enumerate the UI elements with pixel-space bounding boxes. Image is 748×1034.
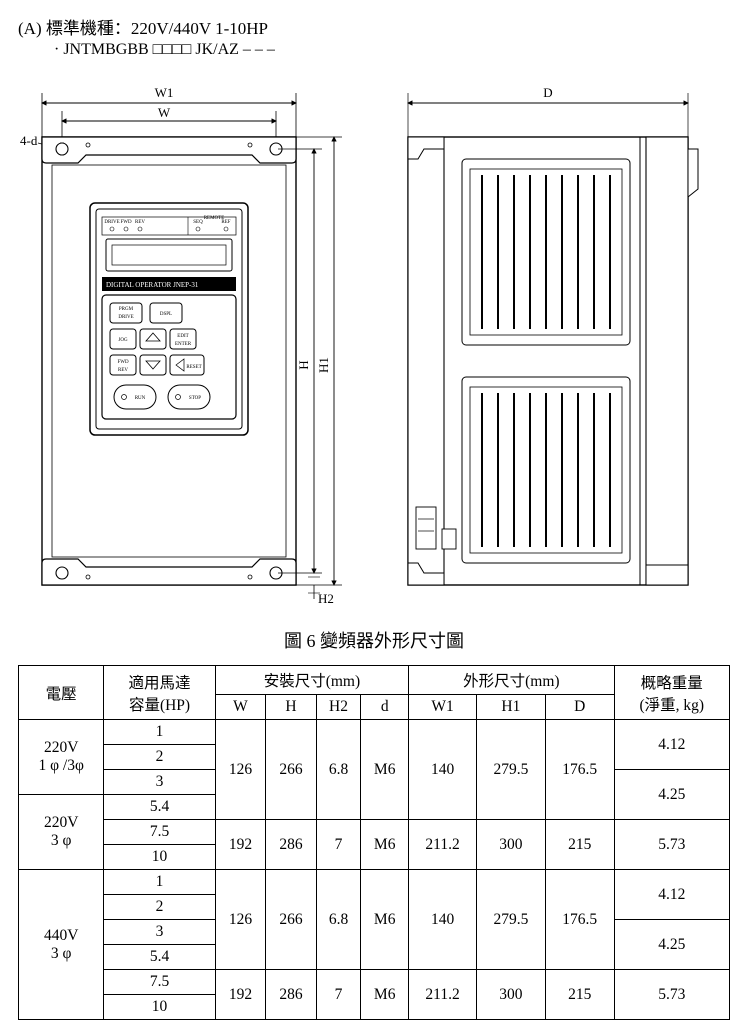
th-H: H (266, 695, 317, 720)
th-D: D (545, 695, 614, 720)
side-view-figure: D (388, 79, 708, 609)
svg-text:RUN: RUN (135, 396, 146, 401)
th-W1: W1 (409, 695, 477, 720)
th-d: d (361, 695, 409, 720)
svg-text:DRIVE: DRIVE (104, 220, 119, 225)
svg-text:ENTER: ENTER (175, 342, 192, 347)
table-row: 440V 3 φ 1 126 266 6.8 M6 140 279.5 176.… (19, 870, 730, 895)
th-H1: H1 (477, 695, 546, 720)
svg-text:STOP: STOP (189, 396, 201, 401)
th-outer-group: 外形尺寸(mm) (409, 666, 614, 695)
dim-H2-label: H2 (318, 591, 334, 606)
svg-text:RESET: RESET (186, 365, 201, 370)
svg-text:DRIVE: DRIVE (118, 315, 133, 320)
svg-text:DSPL: DSPL (160, 312, 172, 317)
dim-H1-label: H1 (316, 357, 331, 373)
th-H2: H2 (316, 695, 360, 720)
svg-text:JOG: JOG (118, 338, 128, 343)
svg-text:FWD: FWD (117, 360, 129, 365)
svg-text:REF: REF (221, 220, 230, 225)
svg-text:FWD: FWD (120, 220, 132, 225)
dim-W1-label: W1 (155, 85, 174, 100)
th-install-group: 安裝尺寸(mm) (215, 666, 408, 695)
panel-model-label: DIGITAL OPERATOR JNEP-31 (106, 281, 199, 289)
dim-D-label: D (543, 85, 552, 100)
th-voltage: 電壓 (19, 666, 104, 720)
svg-text:SEQ: SEQ (193, 220, 203, 225)
th-hp: 適用馬達 容量(HP) (104, 666, 215, 720)
front-view-figure: W1 W 4-d (18, 79, 348, 609)
figure-caption: 圖 6 變頻器外形尺寸圖 (18, 627, 730, 653)
dim-H-label: H (296, 360, 311, 369)
table-row: 7.5 192 286 7 M6 211.2 300 215 5.73 (19, 970, 730, 995)
svg-text:REV: REV (118, 368, 128, 373)
svg-text:EDIT: EDIT (177, 334, 188, 339)
section-prefix: (A) (18, 19, 42, 38)
section-title-text: 標準機種：220V/440V 1-10HP (46, 19, 268, 38)
th-W: W (215, 695, 266, 720)
table-row: 7.5 192 286 7 M6 211.2 300 215 5.73 (19, 820, 730, 845)
figures-row: W1 W 4-d (18, 79, 730, 609)
th-weight: 概略重量 (淨重, kg) (614, 666, 729, 720)
svg-text:REV: REV (135, 220, 145, 225)
dimensions-table: 電壓 適用馬達 容量(HP) 安裝尺寸(mm) 外形尺寸(mm) 概略重量 (淨… (18, 665, 730, 1020)
section-subtitle: · JNTMBGBB □□□□ JK/AZ – – – (54, 41, 730, 59)
section-title: (A) 標準機種：220V/440V 1-10HP (18, 14, 730, 39)
dim-4d-label: 4-d (20, 133, 38, 148)
svg-text:PRGM: PRGM (119, 307, 134, 312)
dim-W-label: W (158, 105, 171, 120)
table-row: 220V 1 φ /3φ 1 126 266 6.8 M6 140 279.5 … (19, 720, 730, 745)
